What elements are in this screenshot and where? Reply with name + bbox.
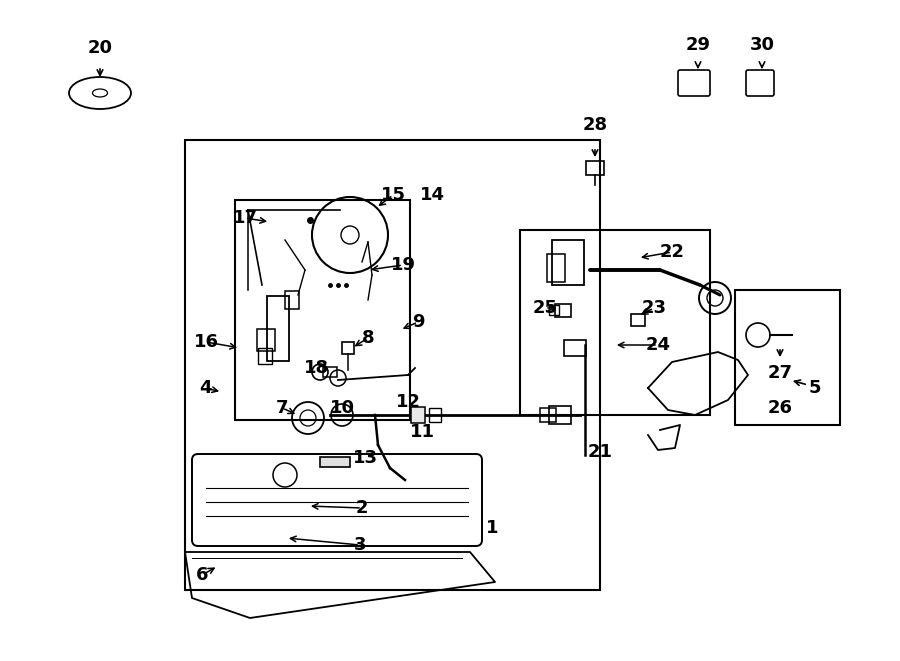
Bar xyxy=(235,200,410,420)
Text: 30: 30 xyxy=(750,36,775,54)
Bar xyxy=(520,230,710,415)
Text: 1: 1 xyxy=(486,519,499,537)
Bar xyxy=(564,340,586,356)
Text: 29: 29 xyxy=(686,36,710,54)
Text: 16: 16 xyxy=(194,333,219,351)
Bar xyxy=(258,348,272,364)
Bar xyxy=(323,367,337,377)
Bar xyxy=(586,161,604,175)
Text: 27: 27 xyxy=(768,364,793,382)
Bar xyxy=(552,239,584,284)
Bar xyxy=(555,303,571,317)
Text: 12: 12 xyxy=(395,393,420,411)
Text: 25: 25 xyxy=(533,299,557,317)
Bar xyxy=(631,314,645,326)
Text: 10: 10 xyxy=(329,399,355,417)
Text: 8: 8 xyxy=(362,329,374,347)
Text: 24: 24 xyxy=(645,336,670,354)
Bar xyxy=(429,408,441,422)
Text: 2: 2 xyxy=(356,499,368,517)
Text: 26: 26 xyxy=(768,399,793,417)
Text: 3: 3 xyxy=(354,536,366,554)
Text: 4: 4 xyxy=(199,379,212,397)
Text: 18: 18 xyxy=(303,359,328,377)
Text: 23: 23 xyxy=(642,299,667,317)
Text: 6: 6 xyxy=(196,566,208,584)
Bar xyxy=(549,406,571,424)
Text: 14: 14 xyxy=(419,186,445,204)
Bar xyxy=(735,290,840,425)
Text: 15: 15 xyxy=(381,186,406,204)
Bar xyxy=(257,329,275,351)
Text: 21: 21 xyxy=(588,443,613,461)
Bar xyxy=(547,254,565,282)
Bar xyxy=(185,140,600,590)
Text: 20: 20 xyxy=(87,39,112,57)
Bar xyxy=(267,295,289,360)
Text: 17: 17 xyxy=(232,209,257,227)
Bar xyxy=(540,408,556,422)
Text: 19: 19 xyxy=(391,256,416,274)
Text: 7: 7 xyxy=(275,399,288,417)
Bar xyxy=(549,305,559,315)
Text: 22: 22 xyxy=(660,243,685,261)
Text: 5: 5 xyxy=(809,379,821,397)
Text: 28: 28 xyxy=(582,116,608,134)
Text: 11: 11 xyxy=(410,423,435,441)
Bar xyxy=(411,407,425,423)
Text: 9: 9 xyxy=(412,313,424,331)
Text: 13: 13 xyxy=(353,449,377,467)
Bar xyxy=(285,291,299,309)
Bar xyxy=(320,457,350,467)
Bar xyxy=(342,342,354,354)
